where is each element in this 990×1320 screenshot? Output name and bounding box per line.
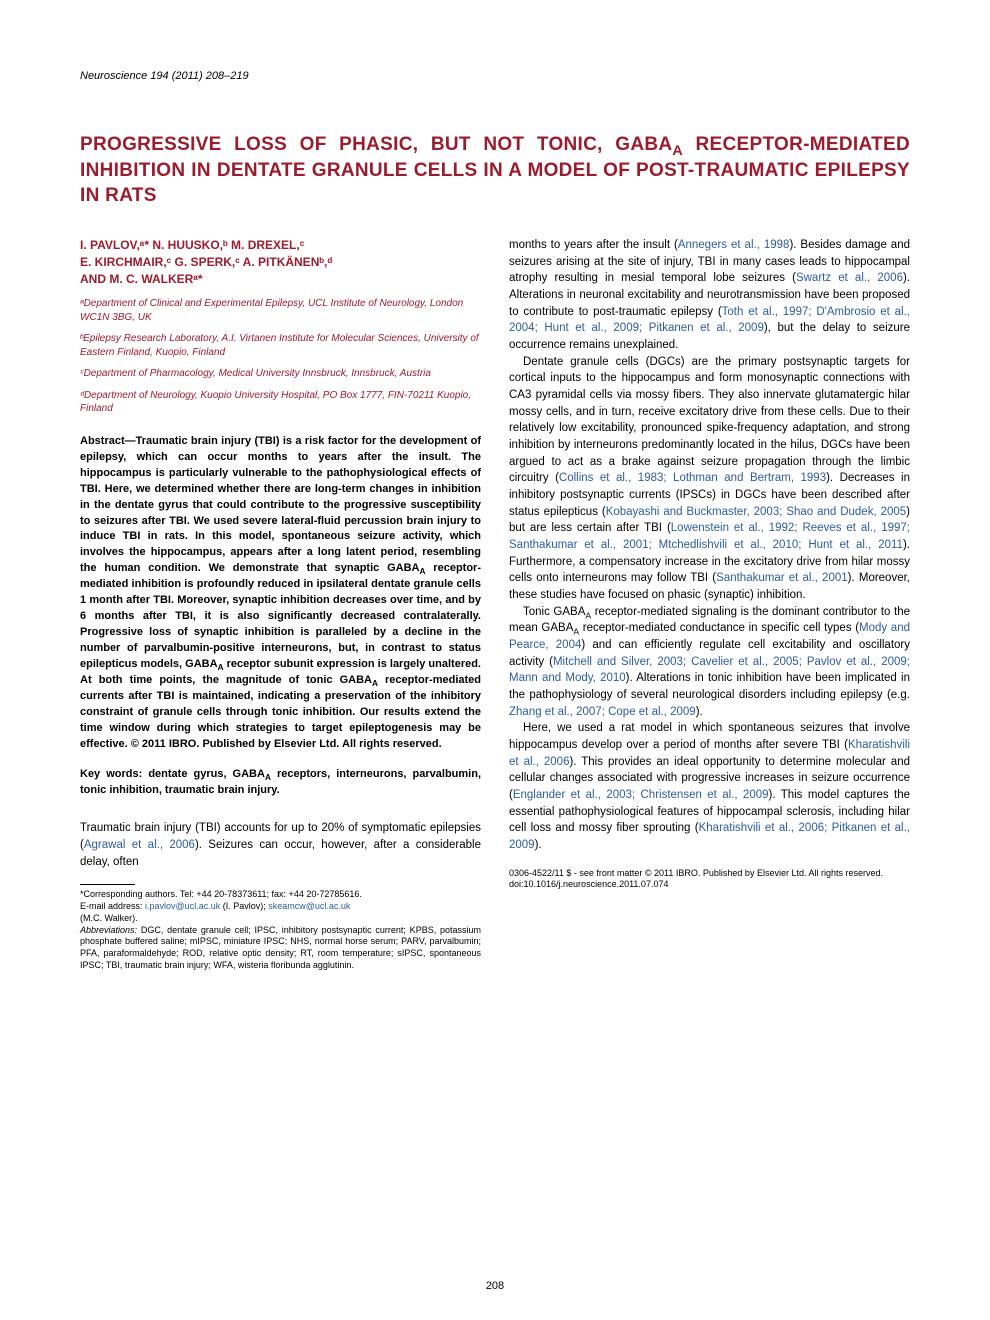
copyright-text: 0306-4522/11 $ - see front matter © 2011…: [509, 868, 883, 878]
affiliation: ᵇEpilepsy Research Laboratory, A.I. Virt…: [80, 332, 481, 359]
body-text: months to years after the insult (: [509, 239, 678, 251]
affiliation: ᵈDepartment of Neurology, Kuopio Univers…: [80, 389, 481, 416]
footnote-rule: [80, 884, 135, 885]
body-text: ).: [696, 706, 703, 718]
two-column-body: I. PAVLOV,ᵃ* N. HUUSKO,ᵇ M. DREXEL,ᶜ E. …: [80, 237, 910, 971]
footnote-text: (M.C. Walker).: [80, 913, 138, 923]
corresponding-author-footnote: *Corresponding authors. Tel: +44 20-7837…: [80, 889, 481, 924]
abstract: Abstract—Traumatic brain injury (TBI) is…: [80, 434, 481, 753]
body-paragraph: Here, we used a rat model in which spont…: [509, 720, 910, 853]
citation-link[interactable]: Collins et al., 1983; Lothman and Bertra…: [559, 472, 826, 484]
citation-link[interactable]: Swartz et al., 2006: [796, 272, 903, 284]
authors-block: I. PAVLOV,ᵃ* N. HUUSKO,ᵇ M. DREXEL,ᶜ E. …: [80, 237, 481, 287]
copyright-block: 0306-4522/11 $ - see front matter © 2011…: [509, 868, 910, 891]
body-paragraph: Traumatic brain injury (TBI) accounts fo…: [80, 820, 481, 870]
body-paragraph: Dentate granule cells (DGCs) are the pri…: [509, 354, 910, 604]
page-number: 208: [0, 1280, 990, 1292]
citation-link[interactable]: Annegers et al., 1998: [678, 239, 790, 251]
affiliation: ᶜDepartment of Pharmacology, Medical Uni…: [80, 367, 481, 381]
citation-link[interactable]: Santhakumar et al., 2001: [716, 572, 848, 584]
citation-link[interactable]: Kobayashi and Buckmaster, 2003; Shao and…: [606, 506, 906, 518]
footnote-text: *Corresponding authors. Tel: +44 20-7837…: [80, 889, 362, 899]
body-text: Dentate granule cells (DGCs) are the pri…: [509, 356, 910, 485]
authors-line: I. PAVLOV,ᵃ* N. HUUSKO,ᵇ M. DREXEL,ᶜ: [80, 238, 304, 252]
authors-line: E. KIRCHMAIR,ᶜ G. SPERK,ᶜ A. PITKÄNENᵇ,ᵈ: [80, 255, 332, 269]
email-link[interactable]: skeamcw@ucl.ac.uk: [268, 901, 350, 911]
affiliation: ᵃDepartment of Clinical and Experimental…: [80, 297, 481, 324]
body-paragraph: Tonic GABAA receptor-mediated signaling …: [509, 604, 910, 721]
citation-link[interactable]: Agrawal et al., 2006: [84, 839, 195, 851]
abbreviations-footnote: Abbreviations: DGC, dentate granule cell…: [80, 925, 481, 972]
footnote-text: (I. Pavlov);: [220, 901, 268, 911]
authors-line: AND M. C. WALKERᵃ*: [80, 272, 203, 286]
body-paragraph: months to years after the insult (Annege…: [509, 237, 910, 354]
keywords: Key words: dentate gyrus, GABAA receptor…: [80, 767, 481, 799]
citation-link[interactable]: Englander et al., 2003; Christensen et a…: [513, 789, 769, 801]
body-text: ).: [535, 839, 542, 851]
running-head: Neuroscience 194 (2011) 208–219: [80, 70, 910, 82]
footnote-text: E-mail address:: [80, 901, 145, 911]
email-link[interactable]: i.pavlov@ucl.ac.uk: [145, 901, 220, 911]
doi-text: doi:10.1016/j.neuroscience.2011.07.074: [509, 879, 668, 889]
citation-link[interactable]: Zhang et al., 2007; Cope et al., 2009: [509, 706, 696, 718]
article-title: PROGRESSIVE LOSS OF PHASIC, BUT NOT TONI…: [80, 132, 910, 209]
